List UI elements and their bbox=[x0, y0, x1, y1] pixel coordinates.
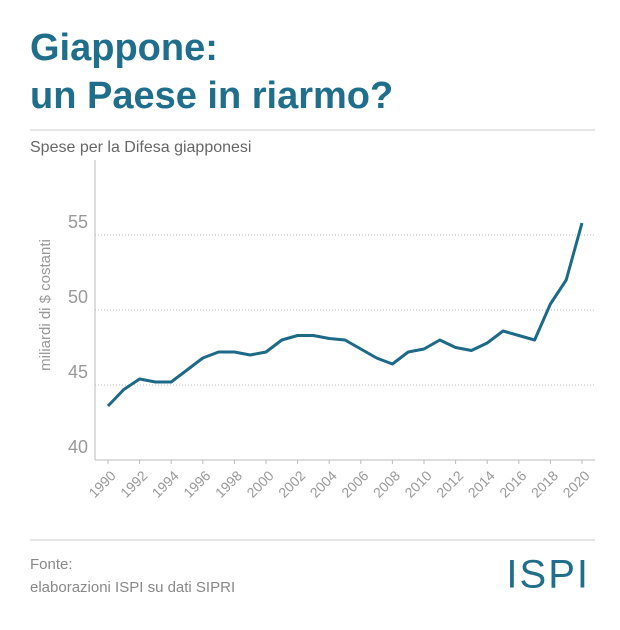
x-tick-label: 2020 bbox=[559, 467, 592, 500]
y-tick-label: 40 bbox=[68, 437, 88, 457]
x-tick-label: 2000 bbox=[243, 467, 276, 500]
y-tick-label: 45 bbox=[68, 362, 88, 382]
x-tick-label: 1996 bbox=[180, 467, 213, 500]
x-tick-label: 2008 bbox=[370, 467, 403, 500]
x-tick-label: 1992 bbox=[117, 467, 150, 500]
x-tick-label: 1990 bbox=[85, 467, 118, 500]
y-tick-label: 50 bbox=[68, 287, 88, 307]
source: Fonte: bbox=[30, 556, 73, 573]
x-tick-label: 2010 bbox=[401, 467, 434, 500]
x-tick-label: 1994 bbox=[149, 467, 182, 500]
subtitle: Spese per la Difesa giapponesi bbox=[30, 139, 251, 156]
logo: ISPI bbox=[506, 553, 590, 597]
x-tick-label: 2014 bbox=[465, 467, 498, 500]
title-line: un Paese in riarmo? bbox=[30, 75, 393, 117]
x-tick-label: 2004 bbox=[307, 467, 340, 500]
x-tick-label: 2018 bbox=[528, 467, 561, 500]
source: elaborazioni ISPI su dati SIPRI bbox=[30, 579, 235, 596]
x-tick-label: 1998 bbox=[212, 467, 245, 500]
title-line: Giappone: bbox=[30, 27, 218, 69]
x-tick-label: 2002 bbox=[275, 467, 308, 500]
data-line bbox=[106, 222, 584, 408]
x-tick-label: 2006 bbox=[338, 467, 371, 500]
y-axis-label: miliardi di $ costanti bbox=[37, 239, 54, 371]
x-tick-label: 2016 bbox=[496, 467, 529, 500]
x-tick-label: 2012 bbox=[433, 467, 466, 500]
y-tick-label: 55 bbox=[68, 212, 88, 232]
